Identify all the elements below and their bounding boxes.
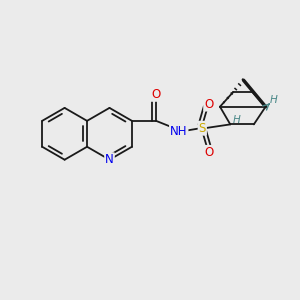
Text: H: H	[270, 95, 278, 105]
Text: O: O	[204, 98, 213, 111]
Text: S: S	[199, 122, 206, 135]
Text: O: O	[152, 88, 161, 101]
Text: N: N	[105, 153, 114, 166]
Text: NH: NH	[170, 125, 188, 138]
Text: H: H	[232, 115, 240, 125]
Text: O: O	[204, 146, 213, 159]
